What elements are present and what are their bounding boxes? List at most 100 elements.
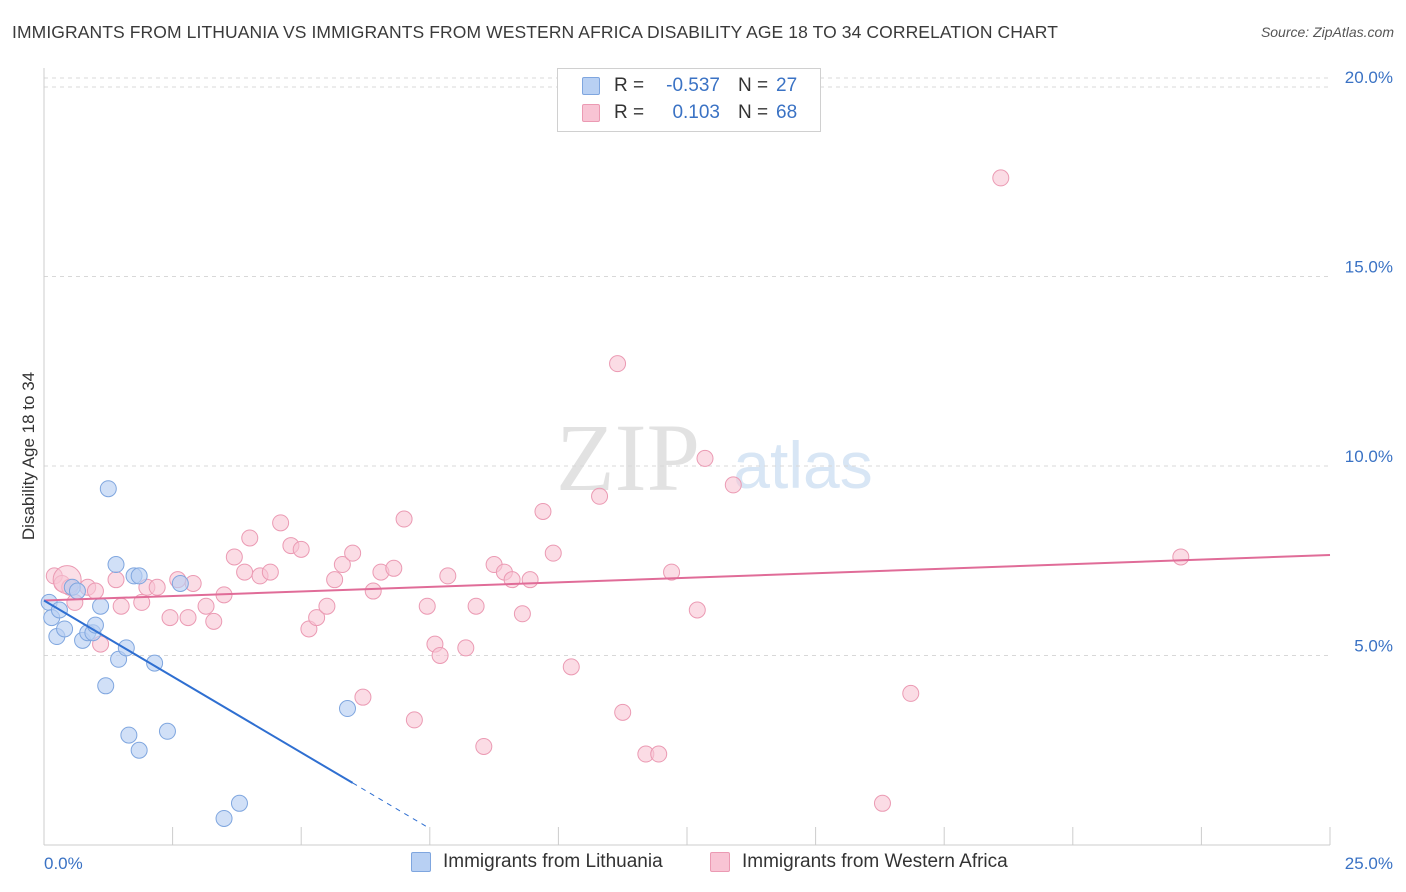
lithuania-point	[171, 574, 189, 592]
legend-r-label: R =	[614, 102, 645, 123]
western-africa-point	[521, 571, 539, 589]
legend-item-western-africa[interactable]: Immigrants from Western Africa	[710, 851, 1008, 873]
lithuania-trend-extension	[352, 782, 431, 829]
lithuania-point	[120, 726, 138, 744]
western-africa-point	[354, 688, 372, 706]
western-africa-point	[364, 582, 382, 600]
legend-swatch-lithuania	[411, 852, 431, 872]
western-africa-point	[534, 502, 552, 520]
western-africa-point	[344, 544, 362, 562]
lithuania-trend-line	[43, 599, 354, 784]
series-western-africa-points	[45, 169, 1190, 812]
lithuania-point	[130, 741, 148, 759]
legend-n-value: 68	[776, 102, 798, 123]
trend-lines	[43, 554, 1331, 829]
series-legend: Immigrants from Lithuania Immigrants fro…	[0, 851, 1406, 877]
lithuania-point	[99, 480, 117, 498]
western-africa-point	[513, 605, 531, 623]
legend-row-western-africa: R = 0.103 N = 68	[582, 101, 797, 125]
western-africa-trend-line	[43, 554, 1331, 602]
western-africa-point	[197, 597, 215, 615]
lithuania-point	[92, 597, 110, 615]
legend-row-lithuania: R = -0.537 N = 27	[582, 74, 797, 98]
lithuania-point	[215, 809, 233, 827]
western-africa-point	[503, 571, 521, 589]
y-tick-label: 10.0%	[1345, 447, 1393, 466]
western-africa-point	[457, 639, 475, 657]
western-africa-point	[873, 794, 891, 812]
western-africa-point	[591, 487, 609, 505]
correlation-legend: R = -0.537 N = 27 R = 0.103 N = 68	[557, 68, 821, 132]
western-africa-point	[395, 510, 413, 528]
western-africa-point	[696, 449, 714, 467]
western-africa-point	[467, 597, 485, 615]
y-tick-label: 15.0%	[1345, 257, 1393, 276]
western-africa-point	[112, 597, 130, 615]
western-africa-point	[562, 658, 580, 676]
x-tick-label-max: 25.0%	[1345, 854, 1393, 873]
chart-title: IMMIGRANTS FROM LITHUANIA VS IMMIGRANTS …	[12, 22, 1059, 42]
legend-swatch-western-africa	[710, 852, 730, 872]
western-africa-point	[688, 601, 706, 619]
y-tick-label: 20.0%	[1345, 68, 1393, 87]
western-africa-point	[614, 703, 632, 721]
western-africa-point	[292, 540, 310, 558]
lithuania-point	[56, 620, 74, 638]
lithuania-point	[68, 582, 86, 600]
watermark: ZIP atlas	[556, 404, 873, 511]
source-label: Source: ZipAtlas.com	[1260, 24, 1394, 40]
western-africa-point	[133, 593, 151, 611]
western-africa-point	[724, 476, 742, 494]
western-africa-point	[663, 563, 681, 581]
western-africa-point	[385, 559, 403, 577]
western-africa-point	[179, 609, 197, 627]
lithuania-point	[107, 556, 125, 574]
western-africa-point	[272, 514, 290, 532]
western-africa-point	[418, 597, 436, 615]
legend-n-label: N =	[738, 102, 769, 123]
legend-label-lithuania: Immigrants from Lithuania	[443, 851, 663, 872]
legend-r-label: R =	[614, 75, 645, 96]
western-africa-point	[902, 684, 920, 702]
y-tick-labels: 5.0% 10.0% 15.0% 20.0%	[1345, 68, 1393, 656]
western-africa-point	[236, 563, 254, 581]
western-africa-point	[992, 169, 1010, 187]
western-africa-point	[475, 737, 493, 755]
western-africa-point	[333, 556, 351, 574]
lithuania-point	[130, 567, 148, 585]
western-africa-point	[148, 578, 166, 596]
x-tick-label-min: 0.0%	[44, 854, 83, 873]
lithuania-point	[97, 677, 115, 695]
western-africa-point	[544, 544, 562, 562]
lithuania-point	[230, 794, 248, 812]
western-africa-point	[318, 597, 336, 615]
y-tick-label: 5.0%	[1354, 636, 1393, 655]
legend-item-lithuania[interactable]: Immigrants from Lithuania	[411, 851, 663, 873]
western-africa-point	[86, 582, 104, 600]
western-africa-point	[650, 745, 668, 763]
legend-n-value: 27	[776, 75, 798, 96]
legend-r-value: 0.103	[672, 102, 720, 123]
western-africa-point	[225, 548, 243, 566]
western-africa-point	[308, 609, 326, 627]
western-africa-point	[439, 567, 457, 585]
western-africa-point	[1172, 548, 1190, 566]
watermark-zip: ZIP	[556, 404, 700, 511]
lithuania-point	[146, 654, 164, 672]
western-africa-point	[405, 711, 423, 729]
x-ticks	[43, 827, 1331, 845]
legend-swatch-western-africa	[582, 104, 600, 122]
lithuania-point	[158, 722, 176, 740]
western-africa-point	[261, 563, 279, 581]
y-axis-label: Disability Age 18 to 34	[19, 372, 38, 540]
legend-n-label: N =	[738, 75, 769, 96]
legend-label-western-africa: Immigrants from Western Africa	[742, 851, 1008, 872]
western-africa-point	[107, 571, 125, 589]
series-lithuania-points	[40, 480, 356, 827]
western-africa-point	[161, 609, 179, 627]
western-africa-point	[241, 529, 259, 547]
western-africa-point	[205, 612, 223, 630]
legend-swatch-lithuania	[582, 77, 600, 95]
lithuania-point	[338, 700, 356, 718]
